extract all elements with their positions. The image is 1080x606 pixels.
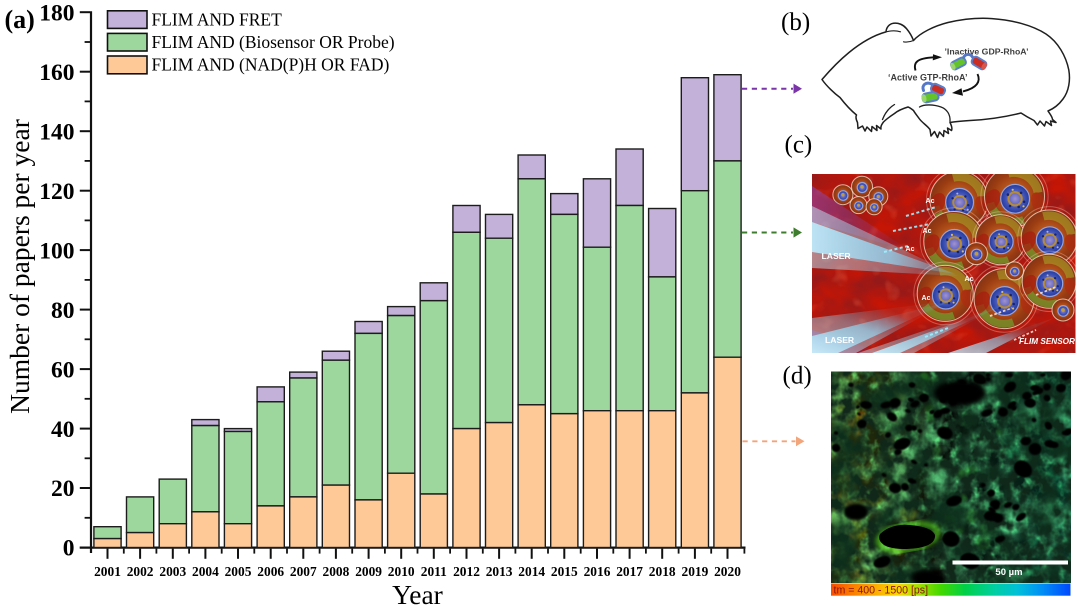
svg-text:FLIM AND FRET: FLIM AND FRET [152, 9, 283, 29]
svg-text:Ac: Ac [906, 246, 915, 253]
svg-text:Ac: Ac [922, 295, 931, 302]
svg-text:LASER: LASER [825, 335, 855, 345]
svg-text:2004: 2004 [192, 564, 219, 579]
svg-text:140: 140 [39, 119, 74, 145]
svg-text:2002: 2002 [127, 564, 154, 579]
svg-text:2013: 2013 [486, 564, 513, 579]
svg-text:2018: 2018 [649, 564, 676, 579]
svg-text:100: 100 [39, 238, 74, 264]
svg-text:2017: 2017 [616, 564, 643, 579]
svg-text:FLIM AND (NAD(P)H OR FAD): FLIM AND (NAD(P)H OR FAD) [152, 55, 390, 75]
svg-text:‘Active GTP-RhoA’: ‘Active GTP-RhoA’ [888, 73, 968, 83]
svg-text:50 µm: 50 µm [995, 567, 1022, 578]
svg-text:Ac: Ac [965, 276, 974, 283]
svg-text:LASER: LASER [822, 251, 852, 261]
svg-text:’Inactive GDP-RhoA’: ’Inactive GDP-RhoA’ [945, 47, 1029, 57]
svg-text:2020: 2020 [714, 564, 741, 579]
svg-text:160: 160 [39, 60, 74, 86]
svg-text:FLIM AND (Biosensor OR Probe): FLIM AND (Biosensor OR Probe) [152, 32, 395, 52]
svg-text:40: 40 [51, 417, 75, 443]
svg-text:80: 80 [51, 298, 75, 324]
svg-text:Ac: Ac [923, 228, 932, 235]
svg-text:2007: 2007 [290, 564, 317, 579]
svg-text:20: 20 [51, 476, 75, 502]
svg-text:2010: 2010 [388, 564, 415, 579]
svg-text:2001: 2001 [94, 564, 121, 579]
svg-text:tm = 400 - 1500 [ps]: tm = 400 - 1500 [ps] [834, 584, 929, 596]
svg-text:2008: 2008 [323, 564, 350, 579]
svg-text:60: 60 [51, 357, 75, 383]
svg-text:2016: 2016 [584, 564, 611, 579]
svg-text:2006: 2006 [257, 564, 284, 579]
svg-text:0: 0 [63, 536, 75, 562]
svg-text:(b): (b) [781, 9, 810, 36]
svg-text:(c): (c) [785, 131, 813, 158]
svg-text:Year: Year [392, 579, 443, 606]
svg-text:180: 180 [39, 0, 74, 26]
svg-text:2003: 2003 [159, 564, 186, 579]
svg-text:FLIM SENSOR: FLIM SENSOR [1019, 337, 1075, 346]
svg-text:2019: 2019 [682, 564, 709, 579]
svg-text:2005: 2005 [225, 564, 252, 579]
svg-text:Ac: Ac [926, 198, 935, 205]
svg-text:120: 120 [39, 179, 74, 205]
svg-text:2012: 2012 [453, 564, 480, 579]
svg-text:Number of papers per year: Number of papers per year [4, 119, 35, 414]
svg-text:(a): (a) [5, 5, 35, 34]
svg-text:2009: 2009 [355, 564, 382, 579]
svg-text:2015: 2015 [551, 564, 578, 579]
svg-text:2011: 2011 [421, 564, 447, 579]
svg-text:(d): (d) [783, 363, 812, 390]
svg-text:2014: 2014 [518, 564, 545, 579]
